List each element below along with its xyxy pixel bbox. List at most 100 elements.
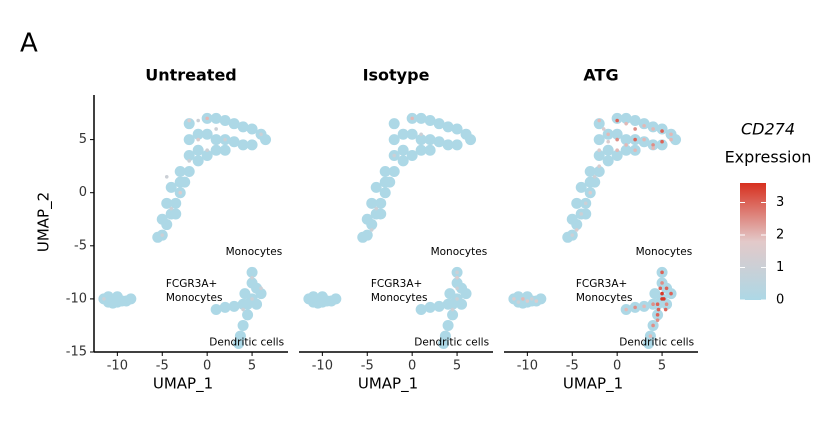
cell-point [219, 144, 231, 156]
cell-point [580, 208, 592, 220]
cell-point [584, 176, 596, 188]
cell-point [602, 144, 614, 156]
cell-point [111, 291, 123, 303]
expressing-cell [102, 297, 106, 301]
panel-title: Untreated [145, 66, 237, 85]
expressing-cell [160, 233, 165, 237]
cell-point [397, 128, 409, 140]
y-tick-label: -15 [66, 345, 87, 360]
cell-point [406, 150, 418, 162]
cell-point [670, 134, 682, 146]
expressing-cell [655, 318, 660, 322]
cell-point [161, 197, 173, 209]
cell-point [397, 155, 409, 167]
cell-point [228, 118, 240, 130]
expressing-cell [392, 153, 397, 158]
cell-point [647, 121, 659, 133]
cell-point [442, 139, 454, 151]
colorbar-subtitle: Expression [725, 148, 812, 167]
cluster-label: Dendritic cells [619, 336, 694, 348]
expressing-cell [624, 307, 628, 312]
cell-point [460, 288, 472, 300]
expressing-cell [579, 212, 584, 216]
expressing-cell [664, 302, 669, 307]
expressing-cell [169, 206, 174, 211]
cell-point [201, 128, 213, 140]
expressing-cell [187, 118, 192, 123]
cluster-label: Monocytes [431, 246, 488, 258]
cell-point [316, 291, 328, 303]
cell-point [438, 338, 450, 350]
cell-point [156, 213, 168, 225]
cell-point [512, 291, 524, 303]
cell-point [174, 176, 186, 188]
cell-point [255, 288, 267, 300]
cell-point [620, 112, 632, 124]
cell-point [370, 181, 382, 193]
colorbar-tick-label: 2 [776, 228, 784, 243]
expressing-cell [633, 148, 637, 153]
expressing-cell [455, 275, 459, 280]
expressing-cell [450, 307, 455, 312]
y-tick-label: 5 [79, 132, 87, 147]
expressing-cell [651, 127, 655, 131]
y-tick-label: -10 [66, 291, 87, 306]
expressing-cell [410, 116, 414, 121]
cell-point [210, 144, 222, 156]
cell-point [307, 291, 319, 303]
cell-point [219, 114, 231, 126]
expressing-cell [663, 307, 668, 312]
expressing-cell [512, 297, 516, 301]
cell-point [170, 197, 182, 209]
expressing-cell [196, 118, 200, 123]
colorbar-title: CD274 [741, 120, 795, 139]
expressing-cell [187, 159, 192, 163]
cell-point [237, 121, 249, 133]
expressing-cell [648, 334, 653, 338]
cluster-label: Monocytes [576, 292, 633, 304]
cell-point [239, 288, 251, 300]
cell-point [102, 291, 114, 303]
x-axis-label: UMAP_1 [563, 375, 623, 394]
expressing-cell [259, 286, 263, 291]
cell-point [237, 319, 249, 331]
cluster-label: Monocytes [371, 292, 428, 304]
cell-point [521, 291, 533, 303]
expressing-cell [633, 137, 637, 142]
cell-point [210, 304, 222, 316]
cell-point [620, 134, 632, 146]
expressing-cell [597, 148, 602, 153]
x-tick-label: 0 [613, 359, 621, 374]
y-tick-label: -5 [74, 238, 87, 253]
panel-title: ATG [583, 66, 618, 85]
cell-point [433, 136, 445, 148]
expressing-cell [250, 297, 254, 301]
cell-point [602, 155, 614, 167]
panel-label: A [20, 29, 38, 59]
cell-point [201, 150, 213, 162]
expressing-cell [615, 137, 619, 142]
cell-point [183, 165, 195, 177]
cell-point [451, 123, 463, 135]
cell-point [388, 118, 400, 130]
cell-point [456, 298, 468, 310]
cluster-label: Monocytes [636, 246, 693, 258]
expressing-cell [374, 206, 379, 211]
cell-point [246, 123, 258, 135]
expressing-cell [455, 297, 459, 301]
expressing-cell [655, 313, 660, 317]
y-axis-label: UMAP_2 [35, 192, 54, 252]
expressing-cell [615, 148, 619, 153]
cell-point [170, 208, 182, 220]
expressing-cell [241, 307, 245, 312]
x-tick-label: -10 [312, 359, 333, 374]
expressing-cell [658, 286, 663, 291]
x-axis-label: UMAP_1 [153, 375, 213, 394]
cell-point [593, 150, 605, 162]
cell-point [228, 300, 240, 312]
panel-title: Isotype [363, 66, 430, 85]
cell-point [210, 134, 222, 146]
cluster-label: Dendritic cells [414, 336, 489, 348]
expressing-cell [656, 307, 661, 312]
cell-point [638, 118, 650, 130]
